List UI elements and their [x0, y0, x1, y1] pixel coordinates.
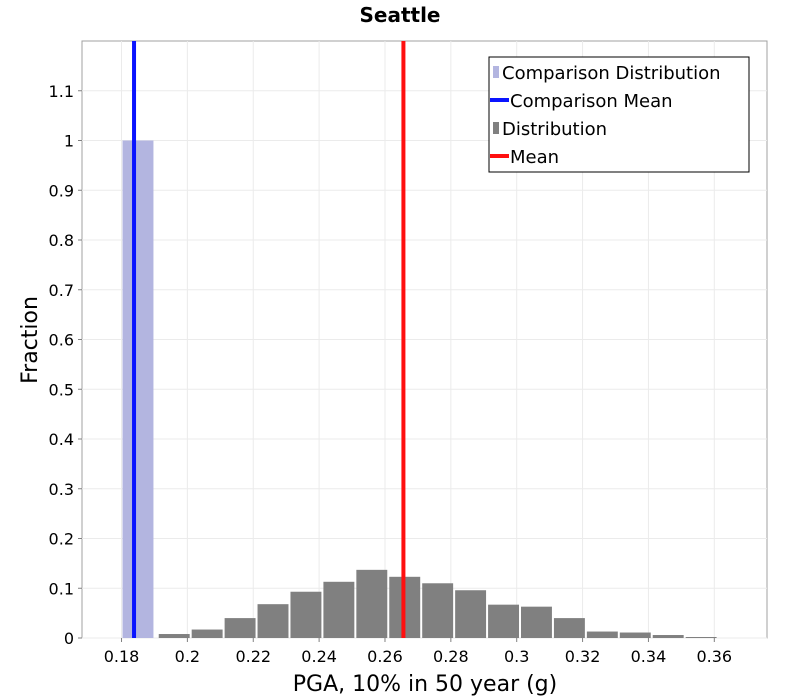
- bar-distribution-6: [356, 569, 388, 638]
- x-tick-label-5: 0.28: [433, 647, 469, 666]
- bar-distribution-15: [652, 635, 684, 638]
- legend-box: [488, 56, 750, 173]
- y-tick-label-9: 0.9: [49, 181, 74, 200]
- y-tick-label-5: 0.5: [49, 380, 74, 399]
- y-tick-label-3: 0.3: [49, 480, 74, 499]
- y-tick-label-4: 0.4: [49, 430, 74, 449]
- chart-title: Seattle: [359, 3, 440, 27]
- legend-label-mean: Mean: [510, 147, 559, 168]
- bar-distribution-1: [191, 629, 223, 638]
- bars-group: [122, 140, 717, 638]
- y-tick-label-6: 0.6: [49, 331, 74, 350]
- legend-swatch-comparison-distribution: [493, 66, 499, 78]
- bar-distribution-8: [422, 583, 454, 638]
- bar-distribution-5: [323, 581, 355, 638]
- x-tick-label-2: 0.22: [235, 647, 271, 666]
- legend-swatch-comparison-mean: [490, 98, 509, 102]
- x-axis-label: PGA, 10% in 50 year (g): [293, 672, 557, 697]
- y-axis-label: Fraction: [18, 296, 43, 384]
- bar-comparison-distribution-0: [122, 140, 154, 638]
- bar-distribution-2: [224, 618, 256, 638]
- bar-distribution-10: [488, 604, 520, 638]
- legend-label-distribution: Distribution: [502, 119, 607, 140]
- y-tick-label-1: 0.1: [49, 579, 74, 598]
- y-tick-label-11: 1.1: [49, 82, 74, 101]
- x-tick-label-9: 0.36: [696, 647, 732, 666]
- x-axis-ticks: 0.18 0.2 0.22 0.24 0.26 0.28 0.3 0.32 0.34 0.36: [104, 638, 732, 666]
- y-tick-label-10: 1: [64, 132, 74, 151]
- bar-distribution-4: [290, 591, 322, 638]
- bar-distribution-9: [455, 590, 487, 638]
- x-tick-label-1: 0.2: [175, 647, 200, 666]
- x-tick-label-6: 0.3: [504, 647, 529, 666]
- legend-swatch-mean: [490, 154, 509, 158]
- x-tick-label-4: 0.26: [367, 647, 403, 666]
- bar-distribution-16: [685, 637, 717, 638]
- x-tick-label-8: 0.34: [631, 647, 667, 666]
- bar-distribution-13: [586, 631, 618, 638]
- y-axis-ticks: 0 0.1 0.2 0.3 0.4 0.5 0.6 0.7 0.8 0.9 1 1.1: [49, 82, 82, 648]
- bar-distribution-3: [257, 604, 289, 638]
- bar-distribution-14: [619, 632, 651, 638]
- bar-distribution-0: [158, 634, 190, 638]
- bar-distribution-11: [521, 606, 552, 638]
- bar-distribution-12: [553, 618, 585, 638]
- legend-swatch-distribution: [493, 122, 499, 134]
- x-tick-label-3: 0.24: [301, 647, 337, 666]
- legend-label-comparison-distribution: Comparison Distribution: [502, 63, 721, 84]
- y-tick-label-2: 0.2: [49, 530, 74, 549]
- y-tick-label-8: 0.8: [49, 231, 74, 250]
- mean-lines-group: [132, 41, 406, 638]
- y-tick-label-7: 0.7: [49, 281, 74, 300]
- x-tick-label-7: 0.32: [565, 647, 601, 666]
- legend-label-comparison-mean: Comparison Mean: [510, 91, 673, 112]
- y-tick-label-0: 0: [64, 629, 74, 648]
- legend: Comparison Distribution Comparison Mean Di…: [488, 56, 750, 173]
- x-tick-label-0: 0.18: [104, 647, 140, 666]
